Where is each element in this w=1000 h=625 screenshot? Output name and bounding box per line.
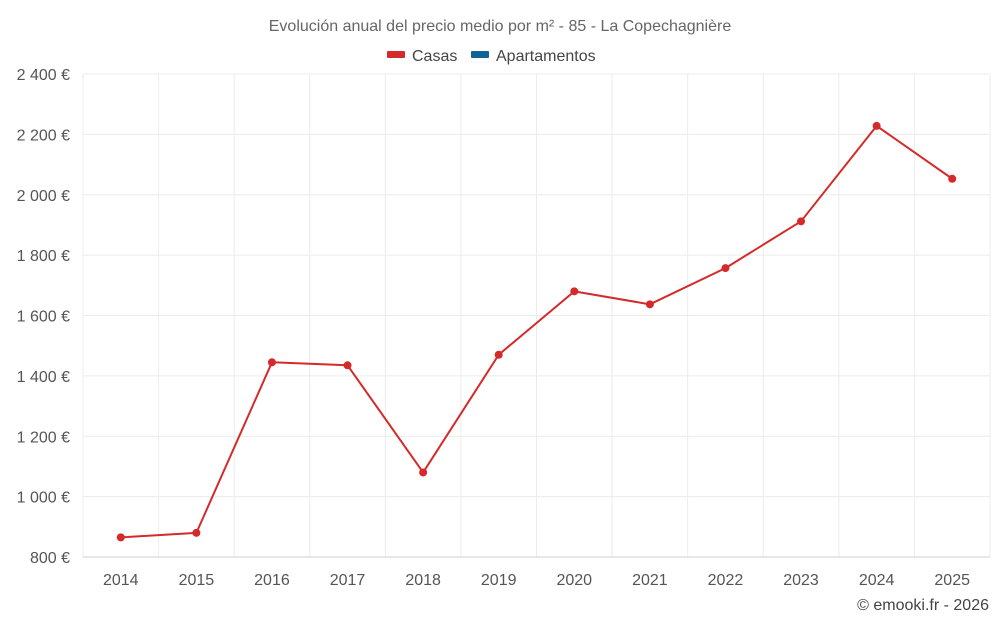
y-tick-label: 2 200 € (17, 127, 70, 144)
y-axis: 800 € 1 000 € 1 200 € 1 400 € 1 600 € 1 800 €… (17, 67, 70, 567)
x-tick-label: 2015 (179, 572, 215, 589)
y-tick-label: 2 400 € (17, 67, 70, 84)
x-tick-label: 2018 (405, 572, 441, 589)
x-tick-label: 2014 (103, 572, 139, 589)
data-point[interactable] (343, 361, 352, 370)
data-point[interactable] (116, 533, 125, 542)
data-point[interactable] (494, 350, 503, 359)
x-tick-label: 2023 (783, 572, 819, 589)
x-tick-label: 2021 (632, 572, 668, 589)
series-line-casas (120, 124, 953, 539)
grid (82, 73, 991, 557)
legend-label-casas: Casas (412, 48, 457, 65)
legend: Casas Apartamentos (387, 48, 596, 65)
data-point[interactable] (797, 217, 806, 226)
legend-label-apartamentos: Apartamentos (496, 48, 596, 65)
data-point[interactable] (267, 358, 276, 367)
y-tick-label: 1 800 € (17, 248, 70, 265)
x-tick-label: 2025 (934, 572, 970, 589)
y-tick-label: 1 600 € (17, 309, 70, 326)
y-tick-label: 2 000 € (17, 188, 70, 205)
legend-item-apartamentos[interactable]: Apartamentos (471, 48, 596, 65)
data-point[interactable] (872, 121, 881, 130)
x-tick-label: 2016 (254, 572, 290, 589)
x-tick-label: 2017 (330, 572, 366, 589)
x-tick-label: 2024 (859, 572, 895, 589)
y-tick-label: 1 200 € (17, 429, 70, 446)
x-tick-label: 2019 (481, 572, 517, 589)
y-tick-label: 1 000 € (17, 490, 70, 507)
y-tick-label: 800 € (30, 550, 70, 567)
data-point[interactable] (948, 174, 957, 183)
series (116, 121, 957, 542)
legend-swatch-casas (387, 51, 405, 58)
legend-item-casas[interactable]: Casas (387, 48, 457, 65)
x-axis: 2014 2015 2016 2017 2018 2019 2020 2021 2022 2023… (103, 572, 970, 589)
data-point[interactable] (570, 287, 579, 296)
x-tick-label: 2022 (708, 572, 744, 589)
chart-title: Evolución anual del precio medio por m² … (269, 18, 732, 35)
data-point[interactable] (419, 468, 428, 477)
data-point[interactable] (721, 264, 730, 273)
x-tick-label: 2020 (556, 572, 592, 589)
legend-swatch-apartamentos (471, 51, 489, 58)
y-tick-label: 1 400 € (17, 369, 70, 386)
data-point[interactable] (192, 528, 201, 537)
credit-text: © emooki.fr - 2026 (857, 597, 989, 614)
data-point[interactable] (645, 300, 654, 309)
